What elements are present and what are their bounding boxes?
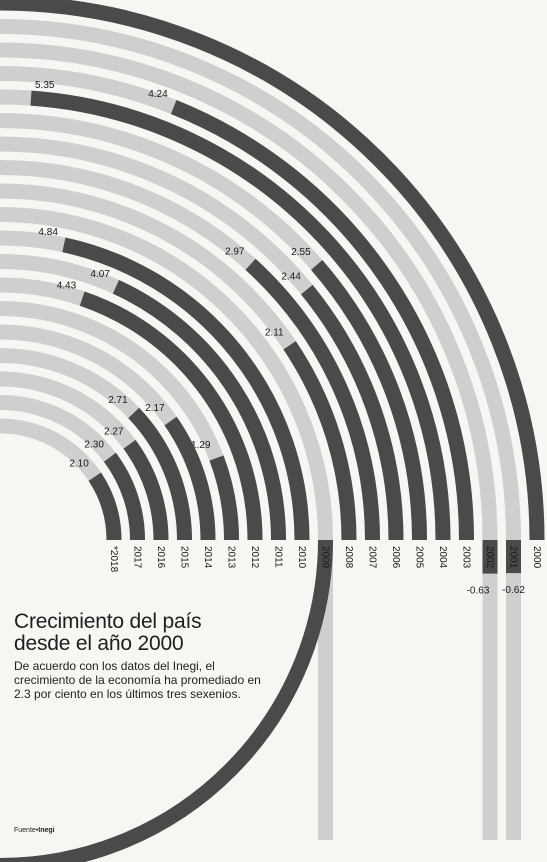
chart-title-line-1: Crecimiento del país [14, 610, 202, 633]
year-2009-down-bar [0, 539, 333, 862]
year-2001-year-label: 2001 [508, 546, 519, 569]
year-2004-arc-bar [30, 90, 451, 541]
year-2011-year-label: 2011 [273, 546, 284, 568]
year-2012-value-label: 4.43 [57, 281, 77, 292]
year-2014-value-label: 2.17 [145, 403, 165, 414]
year-2018-value-label: 2.10 [69, 459, 89, 470]
year-2001-arc-track [0, 19, 521, 541]
year-2011-value-label: 4.07 [90, 269, 110, 280]
year-2015-year-label: 2015 [179, 546, 190, 569]
year-2015-value-label: 2.71 [108, 395, 128, 406]
chart-description: De acuerdo con los datos del Inegi, el c… [14, 659, 261, 701]
year-2005-value-label: 2.55 [291, 247, 311, 258]
year-2016-year-label: 2016 [155, 546, 166, 569]
year-2005-year-label: 2005 [414, 546, 425, 569]
year-2014-year-label: 2014 [202, 546, 213, 569]
year-2006-value-label: 2.44 [281, 272, 301, 283]
year-2010-year-label: 2010 [296, 546, 307, 569]
year-2005-arc-bar [311, 259, 427, 541]
year-2009-year-label: 2009 [320, 546, 331, 569]
source-name: Inegi [38, 827, 55, 834]
year-2013-arc-bar [209, 455, 239, 541]
year-2013-year-label: 2013 [226, 546, 237, 569]
chart-title-line-2: desde el año 2000 [14, 632, 184, 655]
year-2002-year-label: 2002 [484, 546, 495, 569]
year-2006-year-label: 2006 [390, 546, 401, 569]
year-2014-arc-bar [164, 416, 216, 541]
year-2003-year-label: 2003 [461, 546, 472, 569]
year-2010-arc-bar [62, 237, 310, 541]
year-2012-arc-bar [79, 291, 263, 541]
year-2017-arc-bar [103, 452, 146, 541]
year-2007-arc-bar [245, 258, 380, 541]
year-2004-value-label: 5.35 [35, 80, 55, 91]
year-2016-arc-bar [123, 439, 169, 541]
year-2012-year-label: 2012 [249, 546, 260, 569]
year-2002-value-label: -0.63 [467, 586, 490, 597]
year-2001-value-label: -0.62 [502, 585, 525, 596]
year-2008-arc-bar [283, 341, 357, 541]
year-2008-value-label: 2.11 [265, 327, 284, 338]
year-2003-arc-bar [170, 100, 474, 541]
year-2000-year-label: 2000 [531, 546, 542, 569]
year-2003-value-label: 4.24 [148, 89, 168, 100]
year-2018-arc-bar [88, 472, 122, 541]
year-2013-value-label: 1.29 [191, 440, 211, 451]
year-2016-value-label: 2.27 [104, 426, 124, 437]
title-block: Crecimiento del país desde el año 2000 D… [14, 610, 314, 702]
year-2017-year-label: 2017 [132, 546, 143, 569]
year-2010-value-label: 4.84 [38, 227, 58, 238]
year-2015-arc-bar [128, 407, 192, 541]
year-2007-year-label: 2007 [367, 546, 378, 569]
year-2008-year-label: 2008 [343, 546, 354, 569]
year-2006-arc-bar [300, 284, 404, 541]
year-2007-value-label: 2.97 [225, 246, 245, 257]
year-2009-arc-track [0, 207, 333, 541]
year-2004-year-label: 2004 [437, 546, 448, 569]
year-2011-arc-bar [112, 279, 286, 541]
source-prefix: Fuente• [14, 827, 39, 834]
year-2002-arc-track [0, 42, 498, 541]
year-2000-arc-bar [0, 0, 545, 541]
source-note: Fuente•Inegi [14, 827, 55, 834]
year-2018-year-label: *2018 [108, 546, 119, 573]
year-2017-value-label: 2.30 [84, 439, 104, 450]
